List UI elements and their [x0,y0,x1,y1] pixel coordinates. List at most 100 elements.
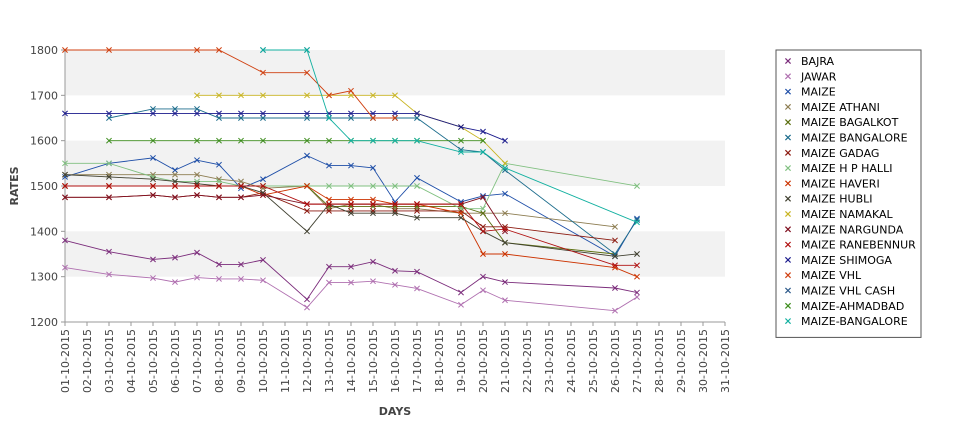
data-point [612,285,618,291]
data-point [150,256,156,263]
data-point [172,178,178,185]
data-point [194,192,200,199]
legend-item: MAIZE BANGALORE [784,132,908,145]
data-point [502,210,508,217]
data-point [304,152,310,159]
data-point [62,171,68,178]
data-point [216,161,222,168]
legend-label: MAIZE SHIMOGA [801,254,892,267]
series-maize-ranebennur [62,183,640,269]
legend-marker [784,119,792,126]
data-point [304,183,310,189]
legend-item: MAIZE GADAG [784,147,879,160]
data-point [414,201,420,208]
series-maize-vhl [62,47,398,121]
data-point [238,115,244,121]
y-tick-label: 1400 [30,225,58,238]
data-point [326,162,332,169]
x-tick-label: 30-10-2015 [697,329,710,393]
x-tick-label: 03-10-2015 [103,329,116,393]
series-maize [62,152,640,260]
y-axis-ticks: 1200 1300 1400 1500 1600 1700 1800 [30,44,65,329]
legend: BAJRA JAWAR MAIZE MAIZE ATHANI MAIZE BAGALKO… [775,49,922,338]
legend-marker [784,256,792,263]
x-tick-label: 13-10-2015 [323,329,336,393]
data-point [238,137,244,144]
data-point [150,176,156,183]
data-point [62,264,68,271]
data-point [326,279,332,286]
data-point [370,115,376,121]
data-point [392,115,398,121]
legend-item: MAIZE NARGUNDA [784,223,904,236]
legend-label: MAIZE NAMAKAL [801,208,894,221]
data-point [216,92,222,99]
data-point [194,274,200,281]
data-point [392,210,398,217]
legend-label: MAIZE VHL [801,269,862,282]
data-point [194,249,200,256]
data-point [458,124,464,131]
data-point [150,105,156,112]
y-tick-label: 1300 [30,271,58,284]
legend-marker [784,318,792,325]
data-point [106,183,112,189]
data-point [480,287,486,294]
legend-label: MAIZE GADAG [801,147,879,160]
legend-item: MAIZE SHIMOGA [784,254,892,267]
y-tick-label: 1500 [30,180,58,193]
data-point [304,110,310,117]
data-point [348,263,354,270]
x-tick-label: 11-10-2015 [279,329,292,393]
legend-marker [784,134,792,141]
data-point [458,137,464,144]
legend-box [775,49,922,338]
data-point [304,201,310,208]
data-point [392,201,398,208]
data-point [194,47,200,53]
data-point [414,268,420,275]
data-point [106,160,112,167]
data-point [348,87,354,94]
data-point [216,115,222,121]
x-tick-label: 06-10-2015 [169,329,182,393]
data-point [326,207,332,214]
data-point [194,171,200,178]
x-tick-label: 28-10-2015 [653,329,666,393]
x-tick-label: 23-10-2015 [543,329,556,393]
data-point [106,271,112,278]
legend-marker [784,195,792,202]
legend-item: MAIZE BAGALKOT [784,116,899,129]
data-point [414,207,420,214]
data-point [392,207,398,214]
series-jawar [62,264,640,314]
data-point [326,92,332,99]
data-point [392,281,398,288]
y-tick-label: 1600 [30,135,58,148]
data-point [348,201,354,208]
x-tick-label: 31-10-2015 [719,329,732,393]
legend-label: MAIZE-BANGALORE [801,315,908,328]
x-tick-label: 14-10-2015 [345,329,358,393]
legend-label: MAIZE VHL CASH [801,285,895,298]
data-point [370,92,376,99]
data-point [238,275,244,282]
x-tick-label: 15-10-2015 [367,329,380,393]
data-point [414,205,420,212]
legend-marker [784,272,792,279]
data-point [216,194,222,201]
data-point [62,194,68,201]
data-point [62,110,68,117]
data-point [392,203,398,210]
legend-marker [784,165,792,172]
data-point [216,110,222,117]
data-point [150,137,156,144]
legend-label: MAIZE ATHANI [801,101,880,114]
legend-item: MAIZE VHL CASH [784,285,895,298]
data-point [326,263,332,270]
data-point [480,194,486,201]
x-tick-label: 21-10-2015 [499,329,512,393]
data-point [392,267,398,274]
grid-band [65,140,725,186]
x-tick-label: 05-10-2015 [147,329,160,393]
